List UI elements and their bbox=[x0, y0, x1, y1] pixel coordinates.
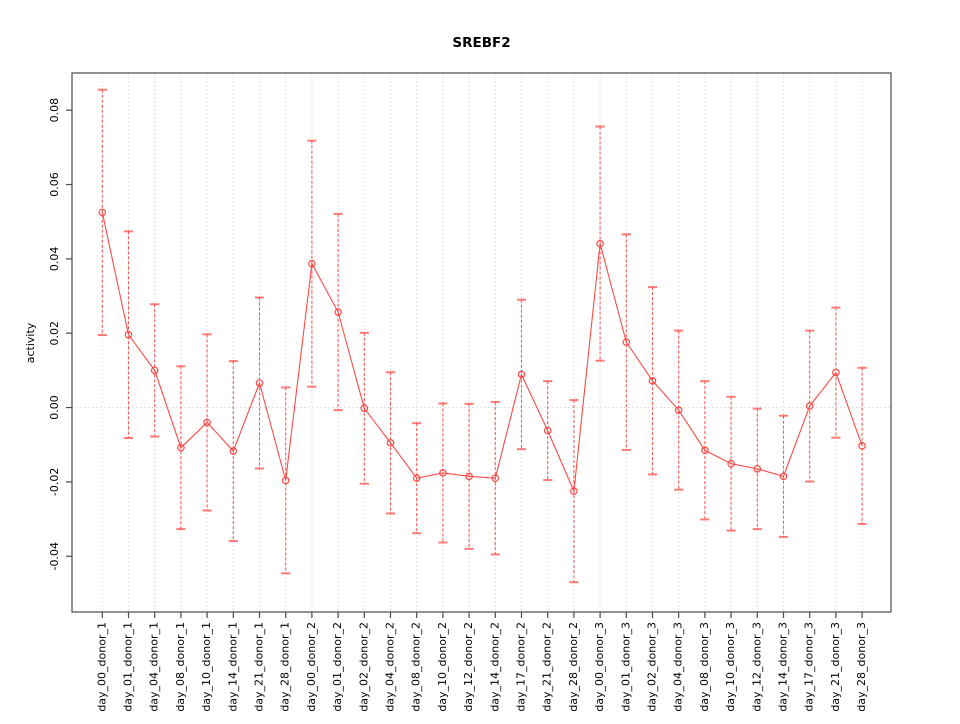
data-point bbox=[832, 368, 840, 377]
data-point bbox=[805, 402, 814, 410]
y-axis-title: activity bbox=[24, 322, 37, 364]
x-tick-label: day_10_donor_1 bbox=[200, 622, 213, 712]
x-tick-label: day_08_donor_1 bbox=[174, 622, 187, 712]
x-tick-label: day_04_donor_3 bbox=[672, 622, 685, 712]
x-tick-label: day_00_donor_3 bbox=[593, 622, 606, 712]
x-tick-label: day_12_donor_3 bbox=[750, 622, 763, 712]
data-point bbox=[622, 338, 631, 346]
x-tick-label: day_28_donor_2 bbox=[567, 622, 580, 712]
data-point bbox=[439, 469, 447, 477]
x-tick-label: day_08_donor_3 bbox=[698, 622, 711, 712]
y-tick-label: 0.02 bbox=[48, 321, 61, 346]
y-tick-label: 0.04 bbox=[48, 247, 61, 272]
x-tick-label: day_02_donor_3 bbox=[646, 622, 659, 712]
data-point bbox=[308, 259, 316, 268]
x-tick-label: day_08_donor_2 bbox=[410, 622, 423, 712]
data-point bbox=[229, 447, 238, 455]
x-tick-label: day_14_donor_3 bbox=[777, 622, 790, 712]
data-point bbox=[753, 465, 762, 473]
x-tick-label: day_01_donor_3 bbox=[619, 622, 632, 712]
chart-title: SREBF2 bbox=[452, 35, 511, 51]
x-tick-label: day_21_donor_3 bbox=[829, 622, 842, 712]
data-point bbox=[596, 239, 604, 248]
data-point bbox=[386, 439, 395, 447]
x-tick-label: day_28_donor_3 bbox=[855, 622, 868, 712]
data-point bbox=[98, 208, 107, 217]
x-tick-label: day_10_donor_3 bbox=[724, 622, 737, 712]
data-point bbox=[177, 443, 185, 452]
data-point bbox=[858, 442, 866, 450]
data-point bbox=[570, 487, 578, 495]
x-tick-label: day_04_donor_2 bbox=[384, 622, 397, 712]
y-tick-label: 0.08 bbox=[48, 98, 61, 123]
x-tick-label: day_10_donor_2 bbox=[436, 622, 449, 712]
x-tick-label: day_14_donor_1 bbox=[226, 622, 239, 712]
data-point bbox=[648, 376, 657, 385]
data-point bbox=[124, 330, 133, 339]
data-point bbox=[334, 308, 342, 316]
x-tick-label: day_17_donor_3 bbox=[803, 622, 816, 712]
plot-border bbox=[71, 72, 892, 613]
y-tick-label: 0.00 bbox=[48, 395, 61, 420]
x-tick-label: day_04_donor_1 bbox=[148, 622, 161, 712]
data-point bbox=[727, 459, 735, 468]
x-tick-label: day_28_donor_1 bbox=[279, 622, 292, 712]
x-tick-label: day_17_donor_2 bbox=[515, 622, 528, 712]
x-tick-label: day_00_donor_1 bbox=[95, 622, 108, 712]
data-point bbox=[491, 474, 500, 482]
data-point bbox=[701, 446, 709, 455]
data-point bbox=[281, 476, 290, 485]
x-tick-label: day_12_donor_2 bbox=[462, 622, 475, 712]
x-tick-label: day_14_donor_2 bbox=[488, 622, 501, 712]
y-tick-label: -0.02 bbox=[48, 468, 61, 496]
data-point bbox=[543, 426, 552, 435]
y-tick-label: -0.04 bbox=[48, 542, 61, 570]
x-tick-label: day_01_donor_1 bbox=[122, 622, 135, 712]
data-point bbox=[517, 370, 526, 379]
data-point bbox=[779, 472, 788, 481]
data-point bbox=[465, 472, 473, 481]
series-line bbox=[101, 212, 863, 494]
x-tick-label: day_00_donor_2 bbox=[305, 622, 318, 712]
data-point bbox=[360, 404, 369, 413]
data-point bbox=[412, 474, 421, 482]
data-point bbox=[203, 418, 211, 427]
x-tick-label: day_21_donor_2 bbox=[541, 622, 554, 712]
data-point bbox=[674, 406, 683, 414]
x-tick-label: day_01_donor_2 bbox=[331, 622, 344, 712]
data-point bbox=[255, 379, 264, 387]
x-tick-label: day_02_donor_2 bbox=[357, 622, 370, 712]
y-tick-label: 0.06 bbox=[48, 172, 61, 197]
x-tick-label: day_21_donor_1 bbox=[253, 622, 266, 712]
data-point bbox=[150, 366, 159, 375]
